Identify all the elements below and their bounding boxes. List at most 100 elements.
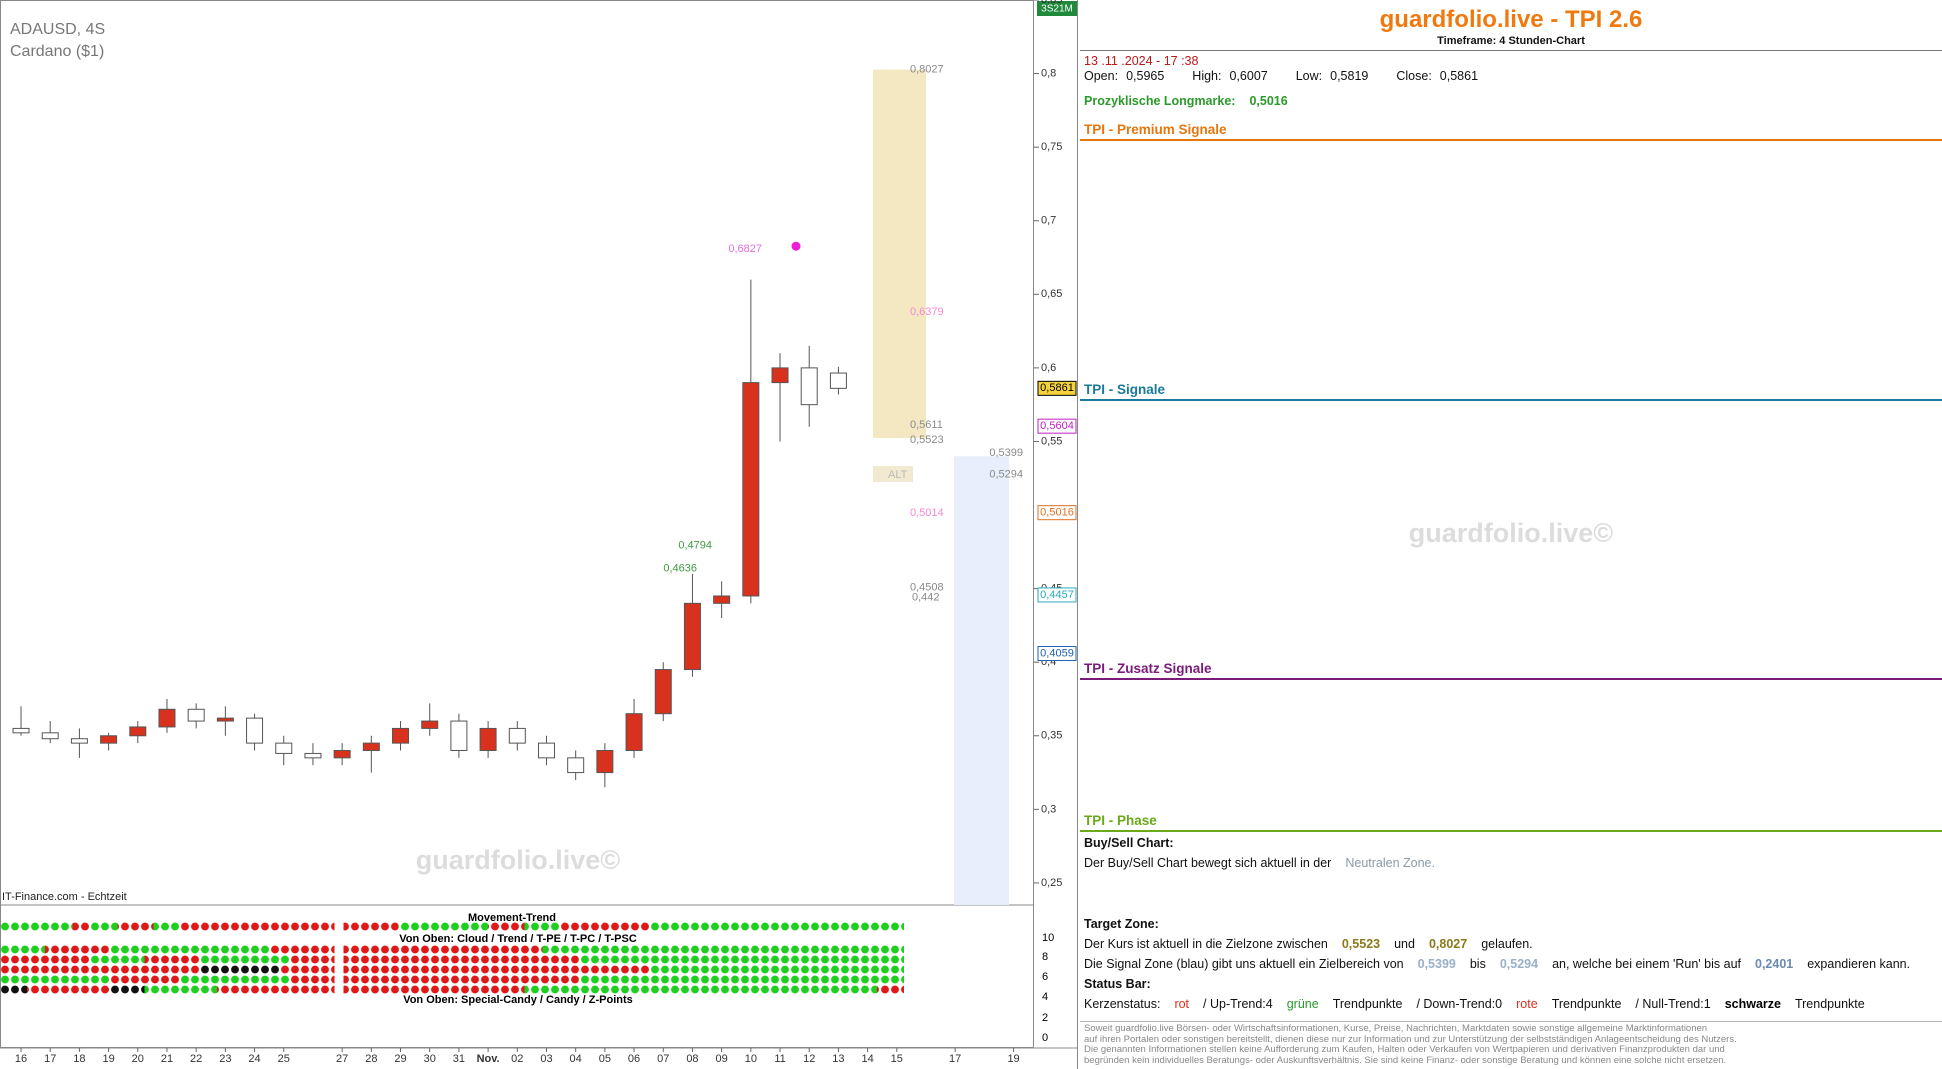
indicator-subtitle: Von Oben: Special-Candy / Candy / Z-Poin…	[403, 994, 633, 1006]
candle-body	[654, 669, 672, 715]
timer-box	[1037, 1, 1077, 16]
price-label: 0,4636	[663, 563, 697, 575]
candle-body	[392, 727, 410, 744]
text-segment: Kerzenstatus:	[1084, 997, 1161, 1011]
watermark: guardfolio.live©	[1408, 518, 1614, 548]
price-label: 0,4508	[910, 581, 944, 593]
ohlc-value: 0,6007	[1229, 69, 1268, 83]
text-segment: Trendpunkte	[1332, 997, 1403, 1011]
longmark: Prozyklische Longmarke: 0,5016	[1084, 94, 1302, 108]
target-zone	[873, 69, 926, 439]
text-segment: schwarze	[1724, 997, 1781, 1011]
x-tick-label: 24	[248, 1053, 260, 1065]
ohlc: Open: 0,5965 High: 0,6007 Low: 0,5819 Close: 0,…	[1084, 69, 1506, 83]
disclaimer-line: Soweit guardfolio.live Börsen- oder Wirt…	[1084, 1023, 1708, 1034]
candle-body	[187, 708, 205, 722]
candle-body	[625, 713, 643, 751]
price-tag-label: 0,5861	[1040, 382, 1074, 394]
zone-label: 0,8027	[910, 64, 944, 76]
x-tick-label: 31	[453, 1053, 465, 1065]
x-tick-label: 14	[861, 1053, 873, 1065]
symbol: ADAUSD, 4S	[10, 21, 105, 38]
text-segment: Neutralen Zone.	[1345, 856, 1435, 870]
x-tick-label: 17	[949, 1053, 961, 1065]
text-segment: / Down-Trend:0	[1416, 997, 1503, 1011]
zone-label: 0,5523	[910, 434, 944, 446]
disclaimer: Soweit guardfolio.live Börsen- oder Wirt…	[1084, 1023, 1737, 1066]
x-tick-label: 15	[891, 1053, 903, 1065]
candle-body	[216, 717, 234, 722]
price-tag-label: 0,4059	[1040, 647, 1074, 659]
ohlc-value: 0,5819	[1330, 69, 1369, 83]
info-panel: guardfolio.live - TPI 2.6 Timeframe: 4 S…	[1080, 0, 1942, 1069]
candle-body	[479, 727, 497, 751]
x-tick-label: 16	[15, 1053, 27, 1065]
price-tag	[1037, 418, 1077, 434]
x-tick-label: 25	[278, 1053, 290, 1065]
scale-label: 10	[1042, 932, 1054, 944]
section-rule	[1080, 139, 1942, 141]
x-tick-label: 21	[161, 1053, 173, 1065]
source: IT-Finance.com - Echtzeit	[2, 891, 127, 903]
disclaimer-line: Die genannten Informationen stellen kein…	[1084, 1044, 1725, 1055]
tpe-dots	[0, 965, 904, 974]
section-rule	[1080, 678, 1942, 680]
text-segment: rot	[1174, 997, 1190, 1011]
text-segment: Trendpunkte	[1794, 997, 1865, 1011]
ohlc-item: Close: 0,5861	[1396, 69, 1492, 83]
candle-body	[70, 738, 88, 744]
price-label: 0,4794	[678, 539, 712, 551]
heading: Status Bar:	[1084, 977, 1151, 991]
candle-body	[771, 367, 789, 384]
section-title: TPI - Zusatz Signale	[1084, 661, 1212, 676]
x-tick-label: 07	[657, 1053, 669, 1065]
ohlc-value: 0,5861	[1439, 69, 1479, 83]
candle-body	[537, 742, 555, 759]
text-segment: rote	[1516, 997, 1538, 1011]
text-segment: Der Kurs ist aktuell in die Zielzone zwi…	[1084, 937, 1328, 951]
candle-body	[362, 742, 380, 751]
text-segment: 0,2401	[1755, 957, 1794, 971]
candle-body	[742, 382, 760, 597]
price-label: 0,5014	[910, 507, 944, 519]
y-tick-label: 0,3	[1041, 803, 1056, 815]
candle-body	[683, 602, 701, 671]
chart: ADAUSD, 4S Cardano ($1) IT-Finance.com -…	[0, 0, 1078, 1069]
x-tick-label: 11	[774, 1053, 785, 1065]
text-segment: 0,5294	[1499, 957, 1539, 971]
text-segment: expandieren kann.	[1807, 957, 1911, 971]
candle-body	[567, 757, 585, 774]
x-tick-label: 06	[628, 1053, 640, 1065]
x-tick-label: 20	[132, 1053, 144, 1065]
scale-label: 2	[1042, 1012, 1048, 1024]
price-label: 0,5611	[910, 419, 943, 431]
trend-dots	[0, 955, 904, 964]
text-line: Der Buy/Sell Chart bewegt sich aktuell i…	[1084, 856, 1449, 870]
annotation: ALT	[888, 469, 908, 481]
indicator-title: Movement-Trend	[468, 912, 556, 924]
zone-label: 0,5294	[989, 469, 1023, 481]
scale-label: 0	[1042, 1032, 1048, 1044]
x-tick-label: 08	[686, 1053, 698, 1065]
x-tick-label: 22	[190, 1053, 202, 1065]
rule	[1080, 50, 1942, 51]
tpc-dots	[0, 975, 904, 984]
price-tag-label: 0,5016	[1040, 507, 1074, 519]
text-segment: Der Buy/Sell Chart bewegt sich aktuell i…	[1084, 856, 1332, 870]
y-tick-label: 0,8	[1041, 67, 1056, 79]
candle-body	[246, 717, 264, 744]
price-tag	[1037, 587, 1077, 603]
y-tick-label: 0,35	[1041, 730, 1062, 742]
longmark-value: 0,5016	[1249, 94, 1288, 108]
section-title: TPI - Signale	[1084, 382, 1166, 397]
x-tick-label: 30	[424, 1053, 436, 1065]
x-tick-label: 23	[219, 1053, 231, 1065]
section-rule	[1080, 399, 1942, 401]
price-label: 0,442	[912, 591, 940, 603]
price-tag-label: 0,4457	[1040, 589, 1074, 601]
text-segment: bis	[1469, 957, 1486, 971]
ohlc-item: Open: 0,5965	[1084, 69, 1178, 83]
x-tick-label: 09	[716, 1053, 728, 1065]
tpsc-dots	[0, 985, 904, 994]
